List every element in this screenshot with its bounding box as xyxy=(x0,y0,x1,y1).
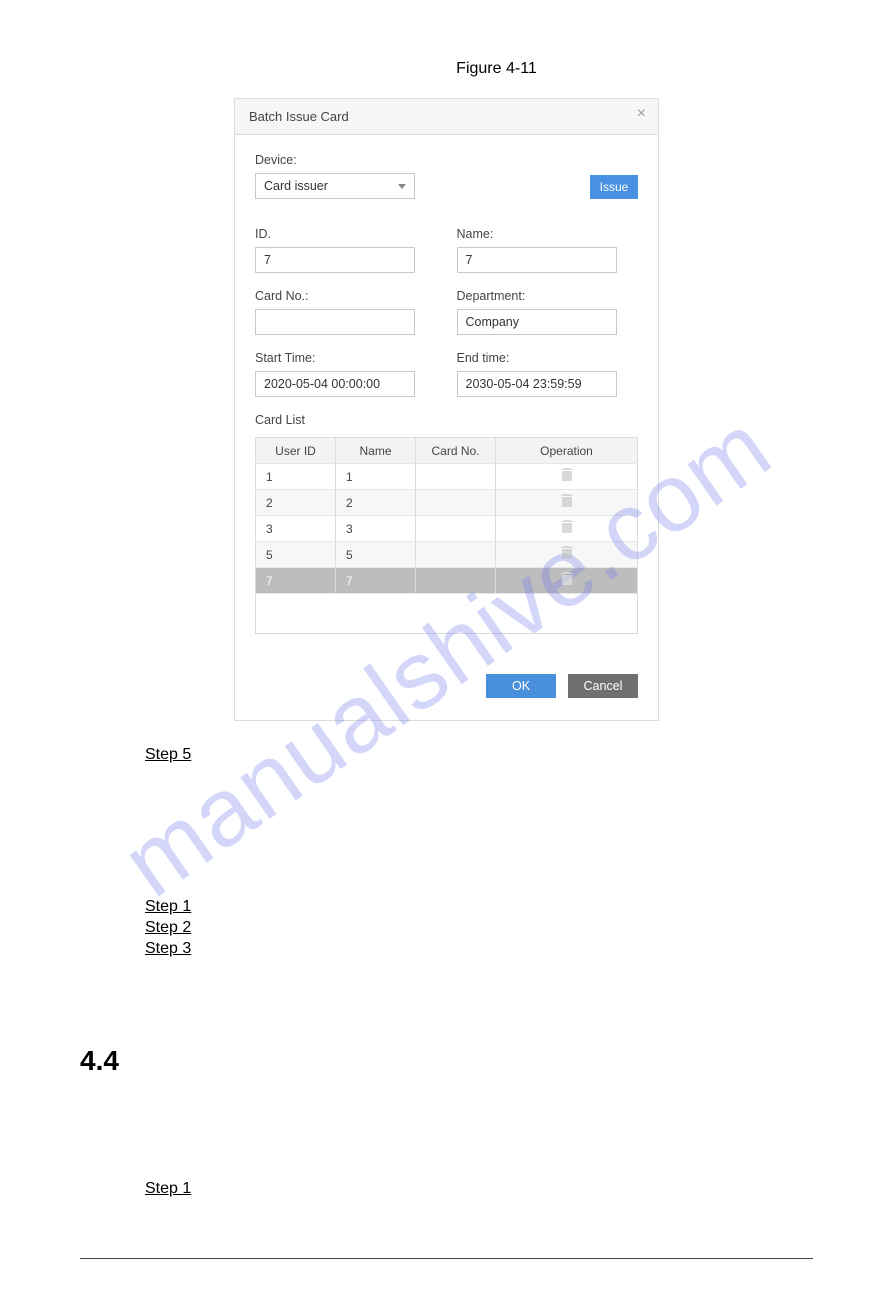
cell-cardno xyxy=(416,542,496,568)
cell-op xyxy=(496,516,638,542)
cell-op xyxy=(496,568,638,594)
start-label: Start Time: xyxy=(255,351,437,365)
cell-op xyxy=(496,464,638,490)
cell-cardno xyxy=(416,568,496,594)
table-row[interactable]: 2 2 xyxy=(256,490,638,516)
end-input[interactable]: 2030-05-04 23:59:59 xyxy=(457,371,617,397)
table-header-row: User ID Name Card No. Operation xyxy=(256,438,638,464)
table-row-selected[interactable]: 7 7 xyxy=(256,568,638,594)
section-number: 4.4 xyxy=(80,1045,813,1077)
end-group: End time: 2030-05-04 23:59:59 xyxy=(457,351,639,397)
table-row[interactable]: 3 3 xyxy=(256,516,638,542)
col-userid: User ID xyxy=(256,438,336,464)
cell-name: 5 xyxy=(336,542,416,568)
card-dept-row: Card No.: Department: Company xyxy=(255,289,638,335)
device-row: Device: Card issuer Issue xyxy=(255,153,638,199)
spacer xyxy=(80,767,813,895)
trash-icon[interactable] xyxy=(561,546,573,560)
dialog-title: Batch Issue Card xyxy=(249,109,349,124)
id-label: ID. xyxy=(255,227,437,241)
dialog-body: Device: Card issuer Issue ID. 7 Name: 7 xyxy=(235,135,658,720)
start-input[interactable]: 2020-05-04 00:00:00 xyxy=(255,371,415,397)
table-row[interactable]: 1 1 xyxy=(256,464,638,490)
page-rule xyxy=(80,1258,813,1259)
step-3-link[interactable]: Step 3 xyxy=(145,940,813,958)
name-group: Name: 7 xyxy=(457,227,639,273)
cell-op xyxy=(496,490,638,516)
cell-name: 7 xyxy=(336,568,416,594)
cell-uid: 3 xyxy=(256,516,336,542)
end-label: End time: xyxy=(457,351,639,365)
figure-caption: Figure 4-11 xyxy=(180,60,813,78)
cardlist-label: Card List xyxy=(255,413,638,427)
step-2-link[interactable]: Step 2 xyxy=(145,919,813,937)
trash-icon[interactable] xyxy=(561,572,573,586)
device-select[interactable]: Card issuer xyxy=(255,173,415,199)
close-icon[interactable]: × xyxy=(637,105,646,123)
cancel-button[interactable]: Cancel xyxy=(568,674,638,698)
dept-group: Department: Company xyxy=(457,289,639,335)
cell-cardno xyxy=(416,464,496,490)
cell-op xyxy=(496,542,638,568)
dialog-footer: OK Cancel xyxy=(255,674,638,698)
name-input[interactable]: 7 xyxy=(457,247,617,273)
dialog-header: Batch Issue Card × xyxy=(235,99,658,135)
cell-cardno xyxy=(416,516,496,542)
cell-uid: 1 xyxy=(256,464,336,490)
document-page: manualshive.com Figure 4-11 Batch Issue … xyxy=(0,0,893,1299)
card-list-table: User ID Name Card No. Operation 1 1 2 xyxy=(255,437,638,634)
dept-input[interactable]: Company xyxy=(457,309,617,335)
id-name-row: ID. 7 Name: 7 xyxy=(255,227,638,273)
table-row[interactable]: 5 5 xyxy=(256,542,638,568)
cell-uid: 2 xyxy=(256,490,336,516)
step-1b-link[interactable]: Step 1 xyxy=(145,1180,813,1198)
cardno-label: Card No.: xyxy=(255,289,437,303)
cell-name: 1 xyxy=(336,464,416,490)
trash-icon[interactable] xyxy=(561,494,573,508)
col-operation: Operation xyxy=(496,438,638,464)
cell-cardno xyxy=(416,490,496,516)
cell-uid: 5 xyxy=(256,542,336,568)
cell-name: 2 xyxy=(336,490,416,516)
table-body: 1 1 2 2 3 3 xyxy=(256,464,638,634)
step-1-link[interactable]: Step 1 xyxy=(145,898,813,916)
col-name: Name xyxy=(336,438,416,464)
trash-icon[interactable] xyxy=(561,520,573,534)
cardno-group: Card No.: xyxy=(255,289,437,335)
id-input[interactable]: 7 xyxy=(255,247,415,273)
time-row: Start Time: 2020-05-04 00:00:00 End time… xyxy=(255,351,638,397)
col-cardno: Card No. xyxy=(416,438,496,464)
cell-name: 3 xyxy=(336,516,416,542)
device-group: Device: Card issuer xyxy=(255,153,415,199)
device-value: Card issuer xyxy=(264,179,328,193)
id-group: ID. 7 xyxy=(255,227,437,273)
batch-issue-dialog: Batch Issue Card × Device: Card issuer I… xyxy=(234,98,659,721)
cardno-input[interactable] xyxy=(255,309,415,335)
device-label: Device: xyxy=(255,153,415,167)
spacer xyxy=(80,961,813,1021)
trash-icon[interactable] xyxy=(561,468,573,482)
name-label: Name: xyxy=(457,227,639,241)
cell-uid: 7 xyxy=(256,568,336,594)
dept-label: Department: xyxy=(457,289,639,303)
table-empty-row xyxy=(256,594,638,634)
start-group: Start Time: 2020-05-04 00:00:00 xyxy=(255,351,437,397)
issue-button[interactable]: Issue xyxy=(590,175,638,199)
ok-button[interactable]: OK xyxy=(486,674,556,698)
step-5-link[interactable]: Step 5 xyxy=(145,746,813,764)
spacer xyxy=(80,1077,813,1177)
